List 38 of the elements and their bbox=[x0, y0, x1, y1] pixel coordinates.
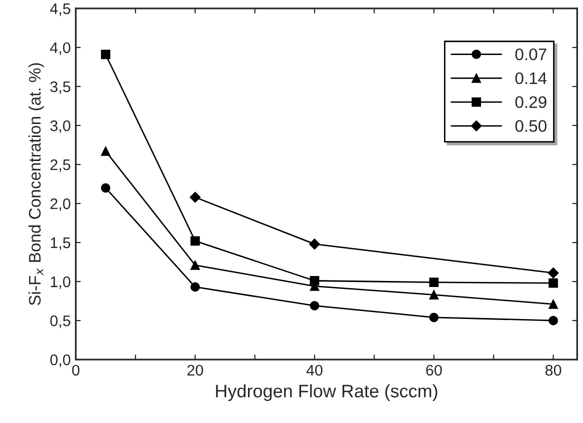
x-tick-label: 0 bbox=[72, 364, 80, 376]
x-axis-title: Hydrogen Flow Rate (sccm) bbox=[216, 384, 438, 402]
point bbox=[190, 192, 201, 203]
point bbox=[190, 282, 200, 292]
point bbox=[548, 299, 558, 309]
x-tick-label: 40 bbox=[306, 364, 322, 376]
point bbox=[310, 276, 320, 286]
point bbox=[190, 260, 200, 270]
point bbox=[548, 316, 558, 326]
point bbox=[100, 50, 110, 60]
y-tick-label: 1,5 bbox=[50, 238, 70, 250]
point bbox=[429, 278, 439, 287]
point bbox=[100, 183, 110, 193]
y-tick-label: 4,0 bbox=[50, 42, 70, 55]
x-tick-label: 80 bbox=[545, 364, 562, 376]
y-tick-label: 1,0 bbox=[50, 276, 70, 290]
point bbox=[429, 312, 439, 322]
y-tick-label: 3,5 bbox=[50, 81, 70, 94]
point bbox=[190, 236, 200, 246]
point bbox=[100, 146, 110, 156]
legend-label: 0.29 bbox=[515, 96, 546, 108]
point bbox=[429, 290, 439, 300]
y-tick-label: 2,0 bbox=[50, 198, 70, 211]
y-tick-label: 0,5 bbox=[50, 315, 70, 328]
y-tick-label: 0,0 bbox=[50, 354, 70, 368]
point bbox=[548, 278, 558, 288]
legend-label: 0.50 bbox=[515, 120, 546, 132]
y-tick-label: 3,0 bbox=[50, 120, 70, 133]
y-axis-title: Si-F$_{x}$ Bond Concentration (at. %) bbox=[28, 63, 44, 306]
y-tick-label: 2,5 bbox=[50, 159, 70, 172]
x-tick-label: 20 bbox=[187, 364, 204, 376]
point bbox=[548, 268, 559, 278]
y-tick-label: 4,5 bbox=[50, 3, 70, 16]
point bbox=[309, 238, 320, 250]
legend-label: 0.07 bbox=[515, 48, 546, 60]
legend-label: 0.14 bbox=[515, 72, 547, 84]
x-tick-label: 60 bbox=[426, 364, 442, 376]
point bbox=[310, 301, 320, 310]
